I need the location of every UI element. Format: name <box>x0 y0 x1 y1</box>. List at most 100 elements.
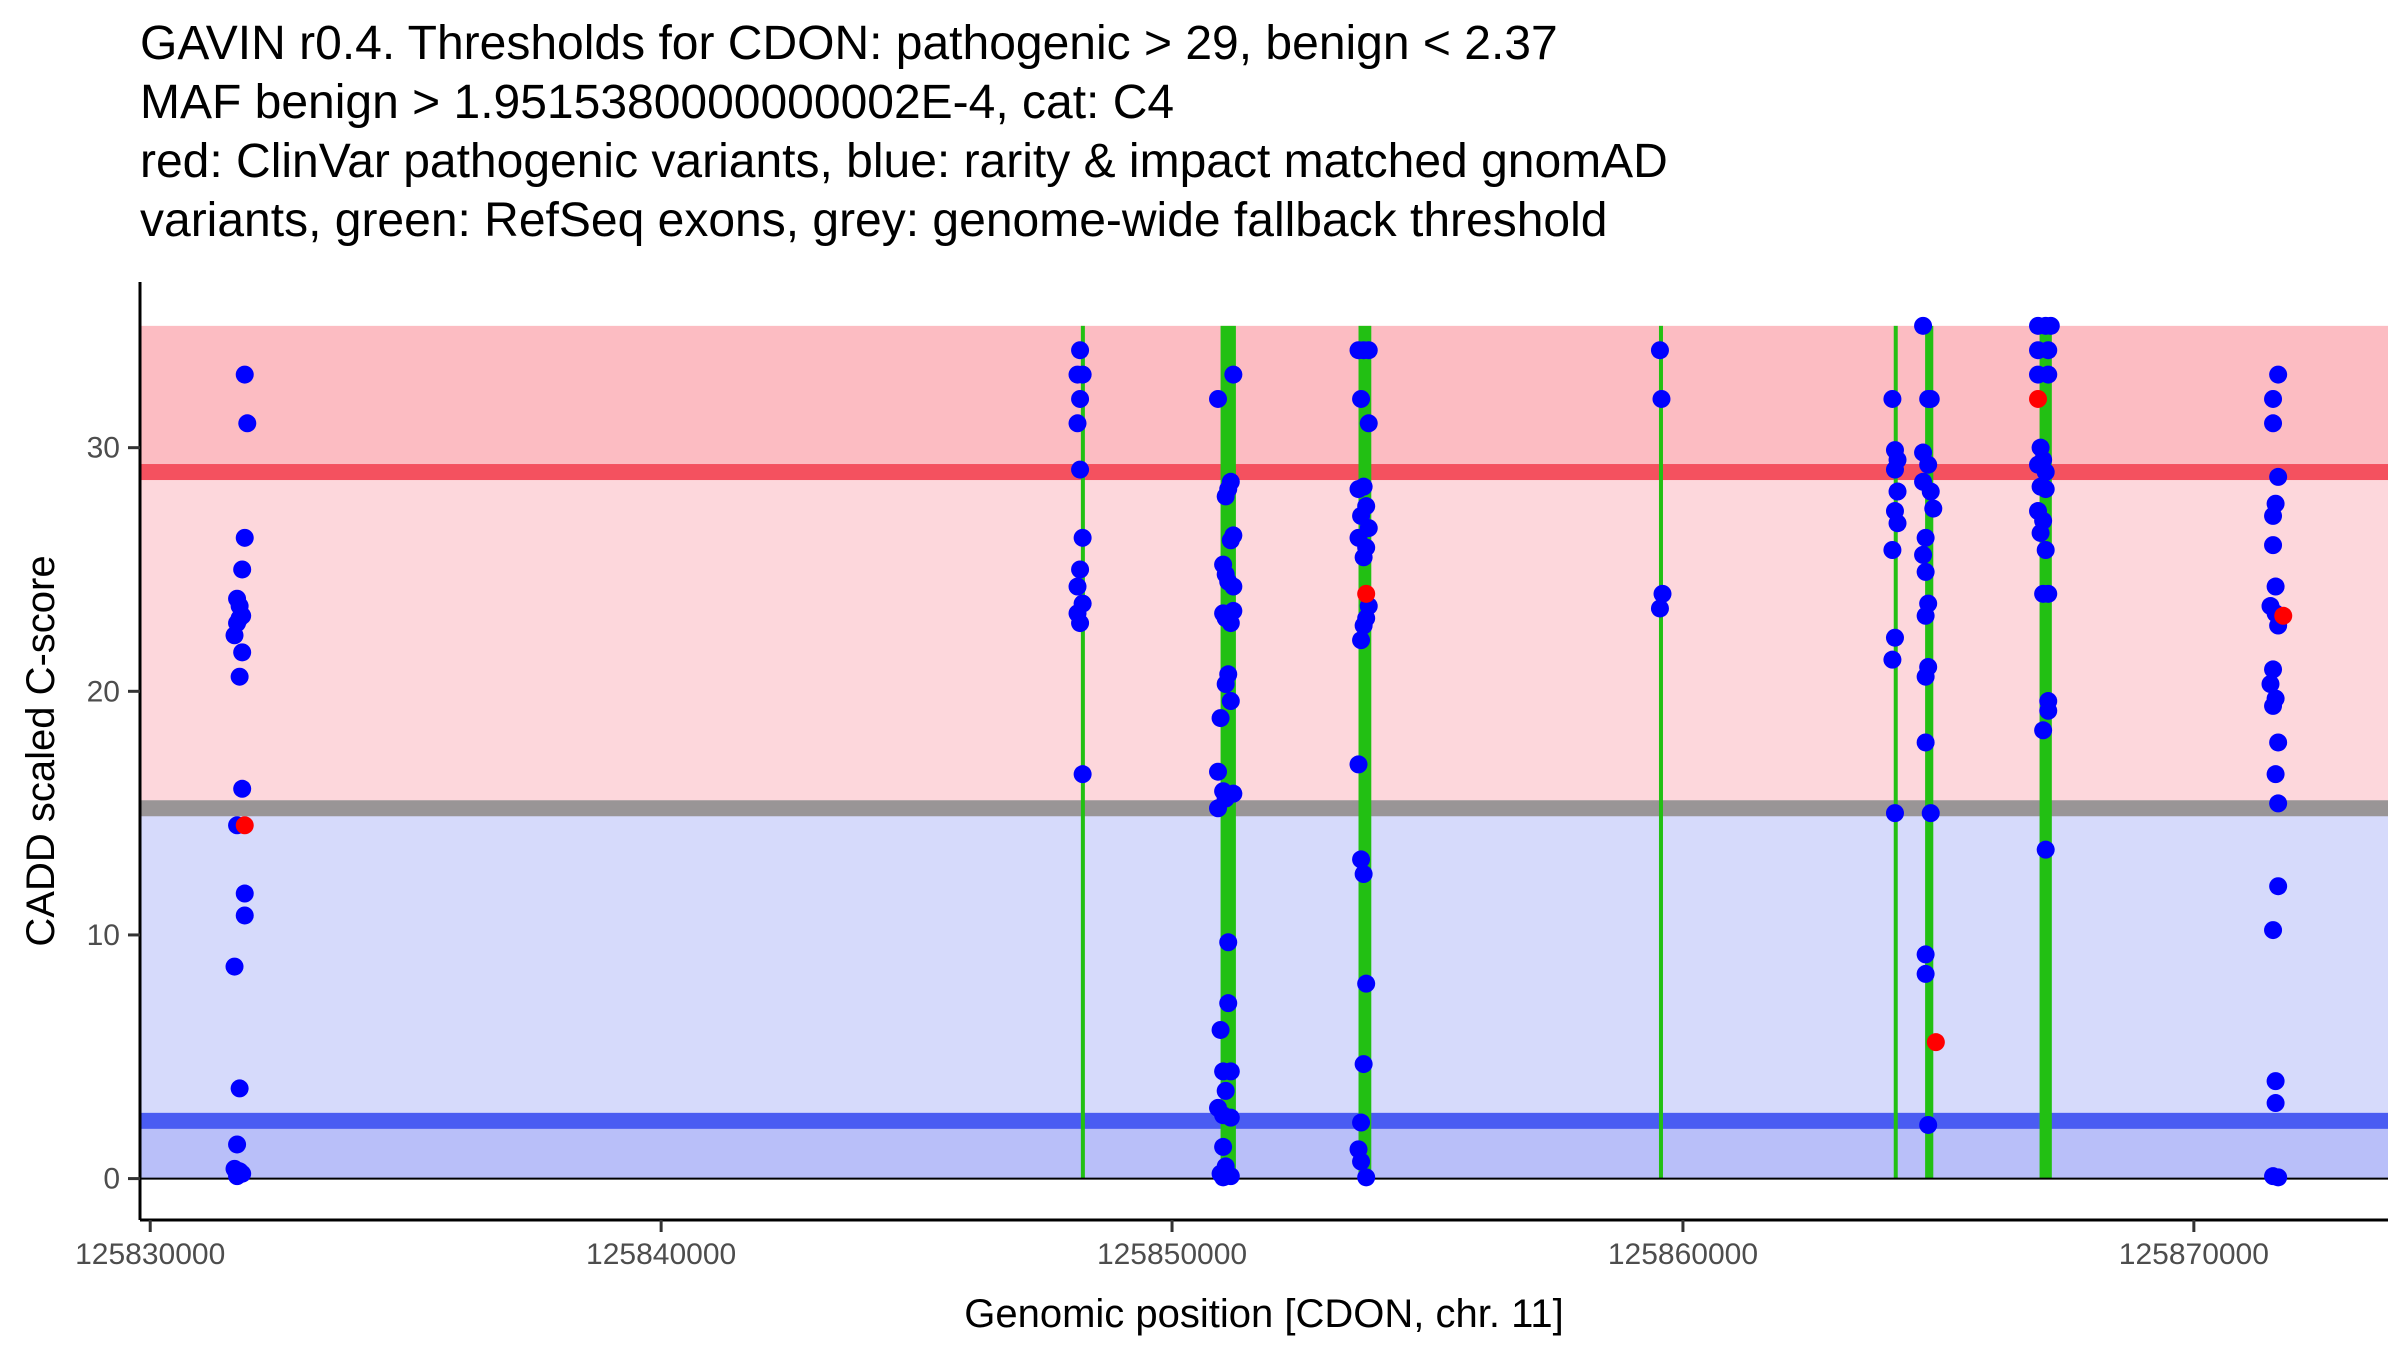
gnomad-point-108 <box>1885 460 1904 479</box>
gnomad-point-59 <box>1209 799 1228 818</box>
gnomad-point-179 <box>2266 1072 2285 1091</box>
gnomad-point-126 <box>1916 562 1935 581</box>
gnomad-point-36 <box>1073 765 1092 784</box>
gnomad-point-146 <box>2036 463 2055 482</box>
gnomad-point-65 <box>1221 1062 1240 1081</box>
gnomad-point-63 <box>1211 1020 1230 1039</box>
gnomad-point-69 <box>1221 1108 1240 1127</box>
gnomad-point-115 <box>1885 804 1904 823</box>
gnomad-point-132 <box>1921 804 1940 823</box>
title-line-4: variants, green: RefSeq exons, grey: gen… <box>140 194 1608 247</box>
gnomad-point-164 <box>2264 506 2283 525</box>
gnomad-point-128 <box>1916 606 1935 625</box>
line-benign-threshold <box>140 1112 2388 1129</box>
gnomad-point-123 <box>1924 499 1943 518</box>
gnomad-point-60 <box>1224 784 1243 803</box>
gnomad-point-94 <box>1354 865 1373 884</box>
band-mid-benign <box>140 808 2388 1121</box>
gnomad-point-175 <box>2266 765 2285 784</box>
gnomad-point-70 <box>1214 1137 1233 1156</box>
band-mid-pathogenic <box>140 472 2388 809</box>
gnomad-point-27 <box>1071 389 1090 408</box>
band-benign <box>140 1120 2388 1179</box>
gnomad-point-151 <box>2031 523 2050 542</box>
title-line-1: GAVIN r0.4. Thresholds for CDON: pathoge… <box>140 17 1558 70</box>
gnomad-point-135 <box>1919 1115 1938 1134</box>
gnomad-point-109 <box>1888 482 1907 501</box>
gnomad-point-24 <box>1071 341 1090 360</box>
y-tick-label-3: 20 <box>87 675 120 708</box>
gnomad-point-171 <box>2261 675 2280 693</box>
gnomad-point-160 <box>2264 389 2283 408</box>
clinvar-point-3 <box>1926 1033 1945 1052</box>
gnomad-point-176 <box>2269 794 2288 813</box>
exon-3 <box>1358 325 1372 1179</box>
gnomad-point-66 <box>1216 1081 1235 1100</box>
gnomad-point-99 <box>1352 1152 1371 1171</box>
gnomad-point-43 <box>1221 531 1240 550</box>
gnomad-point-47 <box>1224 577 1243 596</box>
axes <box>138 282 2388 1222</box>
gnomad-point-55 <box>1211 709 1230 728</box>
gnomad-point-93 <box>1352 850 1371 869</box>
gnomad-point-116 <box>1914 316 1933 335</box>
gnomad-point-138 <box>2041 316 2060 335</box>
clinvar-point-1 <box>235 816 254 835</box>
y-tick-label-4: 30 <box>87 432 120 465</box>
threshold-lines <box>140 464 2388 1129</box>
exon-6 <box>1925 325 1934 1179</box>
gnomad-point-142 <box>2039 365 2058 384</box>
gnomad-point-62 <box>1219 994 1238 1013</box>
gnomad-point-91 <box>1352 631 1371 650</box>
threshold-bands <box>140 325 2388 1179</box>
gnomad-point-178 <box>2264 921 2283 940</box>
gnomad-point-124 <box>1916 528 1935 547</box>
exon-4 <box>1658 325 1663 1179</box>
gnomad-point-51 <box>1224 601 1243 620</box>
gnomad-point-157 <box>2034 721 2053 740</box>
gnomad-point-10 <box>225 626 244 645</box>
gnomad-point-3 <box>235 528 254 547</box>
gnomad-point-56 <box>1209 762 1228 781</box>
gnomad-point-26 <box>1073 365 1092 384</box>
line-fallback-threshold <box>140 800 2388 817</box>
x-tick-label-5: 125870000 <box>2119 1238 2269 1271</box>
gnomad-point-96 <box>1354 1055 1373 1074</box>
gnomad-point-165 <box>2264 536 2283 555</box>
gnomad-point-103 <box>1653 584 1672 603</box>
gnomad-point-182 <box>2269 1168 2288 1187</box>
gnomad-point-28 <box>1068 414 1087 433</box>
gnomad-point-11 <box>233 643 252 662</box>
gnomad-point-32 <box>1068 577 1087 596</box>
gnomad-point-133 <box>1916 945 1935 964</box>
gnomad-point-104 <box>1650 599 1669 618</box>
gnomad-point-77 <box>1359 341 1378 360</box>
exon-2 <box>1220 325 1236 1179</box>
gnomad-point-41 <box>1216 487 1235 506</box>
gnomad-point-101 <box>1650 341 1669 360</box>
gnomad-point-173 <box>2264 696 2283 715</box>
gnomad-point-156 <box>2039 701 2058 720</box>
gnomad-point-61 <box>1219 933 1238 952</box>
gnomad-point-1 <box>235 365 254 384</box>
gnomad-point-12 <box>230 667 249 686</box>
gnomad-point-111 <box>1888 514 1907 533</box>
title-line-3: red: ClinVar pathogenic variants, blue: … <box>140 135 1668 188</box>
gnomad-point-113 <box>1885 628 1904 647</box>
line-pathogenic-threshold <box>140 464 2388 481</box>
gnomad-point-13 <box>233 779 252 798</box>
gnomad-point-4 <box>233 560 252 579</box>
gnomad-point-15 <box>235 884 254 903</box>
gnomad-point-161 <box>2264 414 2283 433</box>
gnomad-point-78 <box>1352 389 1371 408</box>
gnomad-point-17 <box>225 957 244 976</box>
x-axis-title: Genomic position [CDON, chr. 11] <box>964 1292 1564 1336</box>
gnomad-point-53 <box>1216 675 1235 693</box>
gnomad-point-92 <box>1349 755 1368 774</box>
gnomad-point-152 <box>2036 541 2055 559</box>
x-tick-label-1: 125830000 <box>75 1238 225 1271</box>
gnomad-point-166 <box>2266 577 2285 596</box>
gnomad-point-100 <box>1357 1168 1376 1187</box>
y-tick-label-2: 10 <box>87 919 120 952</box>
gnomad-point-130 <box>1916 667 1935 686</box>
